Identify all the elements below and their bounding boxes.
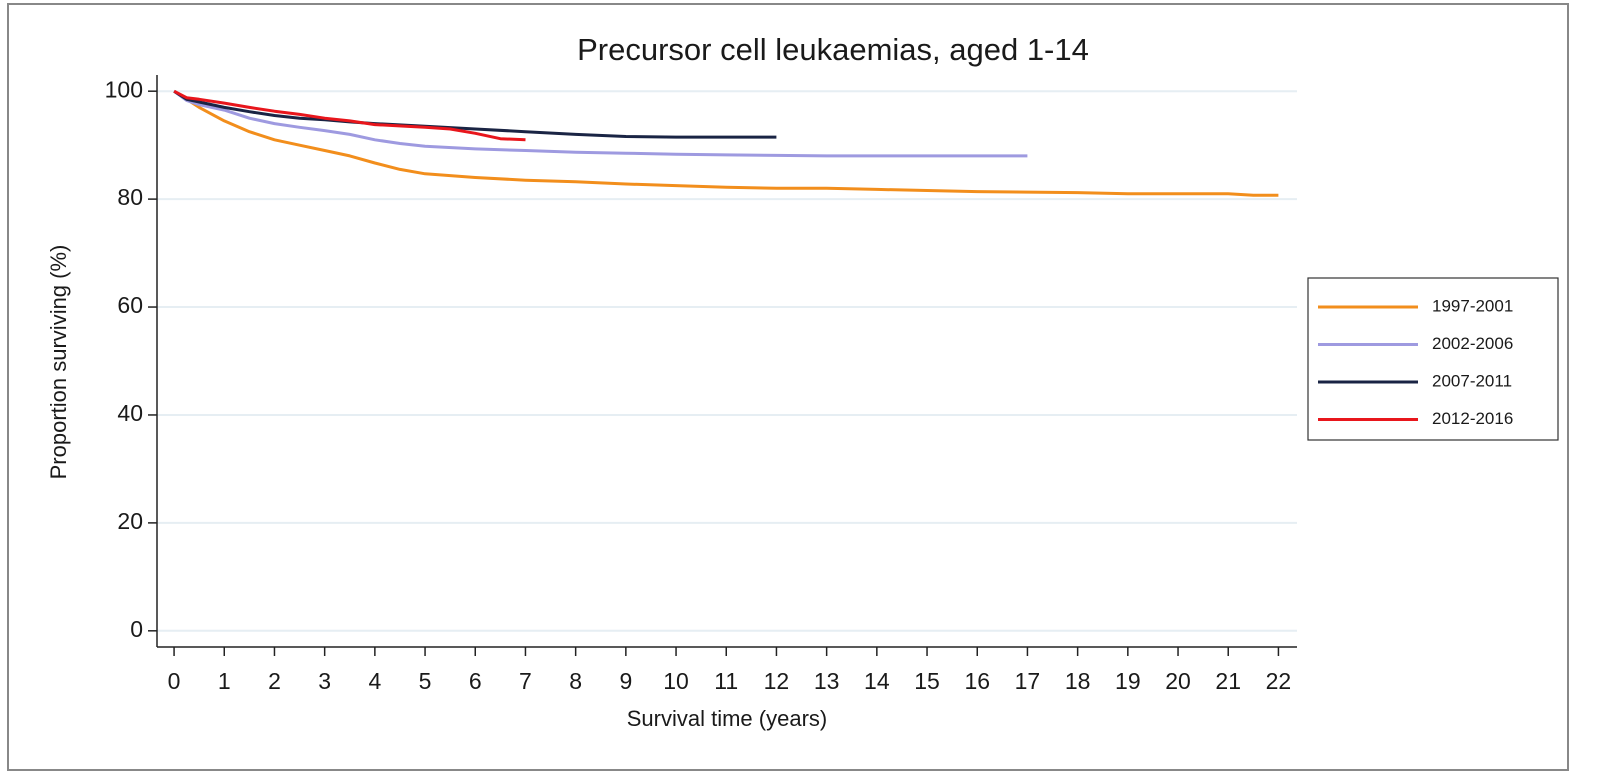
- x-tick-label: 21: [1215, 668, 1241, 694]
- x-tick-label: 12: [764, 668, 790, 694]
- x-tick-label: 18: [1065, 668, 1091, 694]
- x-tick-label: 7: [519, 668, 532, 694]
- y-axis-label: Proportion surviving (%): [46, 245, 71, 480]
- chart-title: Precursor cell leukaemias, aged 1-14: [577, 32, 1089, 67]
- legend-label: 1997-2001: [1432, 296, 1513, 315]
- legend-label: 2007-2011: [1432, 371, 1512, 390]
- y-tick-label: 40: [117, 400, 143, 426]
- legend-box: [1307, 277, 1559, 441]
- y-tick-label: 80: [117, 184, 143, 210]
- x-axis-label: Survival time (years): [627, 706, 827, 731]
- survival-line: [173, 89, 1279, 197]
- x-tick-label: 9: [619, 668, 632, 694]
- y-tick-label: 60: [117, 292, 143, 318]
- x-tick-label: 16: [964, 668, 990, 694]
- grid: [157, 90, 1297, 632]
- y-tick-label: 0: [130, 616, 143, 642]
- x-tick-label: 5: [419, 668, 432, 694]
- x-tick-label: 19: [1115, 668, 1141, 694]
- x-tick-label: 22: [1266, 668, 1292, 694]
- x-tick-label: 17: [1015, 668, 1041, 694]
- lines: [173, 89, 1279, 197]
- y-tick-label: 20: [117, 508, 143, 534]
- legend: 1997-2001 2002-2006 2007-2011 2012-2016: [1318, 296, 1513, 428]
- y-tick-label: 100: [105, 76, 143, 102]
- x-tick-label: 14: [864, 668, 890, 694]
- legend-label: 2002-2006: [1432, 334, 1513, 353]
- survival-line: [173, 89, 526, 142]
- x-tick-label: 15: [914, 668, 940, 694]
- x-tick-label: 20: [1165, 668, 1191, 694]
- legend-label: 2012-2016: [1432, 409, 1513, 428]
- x-tick-label: 10: [663, 668, 689, 694]
- x-tick-label: 11: [714, 668, 738, 694]
- x-tick-label: 6: [469, 668, 482, 694]
- x-tick-label: 1: [218, 668, 231, 694]
- x-tick-label: 13: [814, 668, 840, 694]
- x-tick-label: 0: [168, 668, 181, 694]
- x-tick-label: 2: [268, 668, 281, 694]
- x-tick-label: 8: [569, 668, 582, 694]
- x-tick-label: 3: [318, 668, 331, 694]
- survival-line: [173, 89, 1028, 158]
- x-tick-label: 4: [368, 668, 381, 694]
